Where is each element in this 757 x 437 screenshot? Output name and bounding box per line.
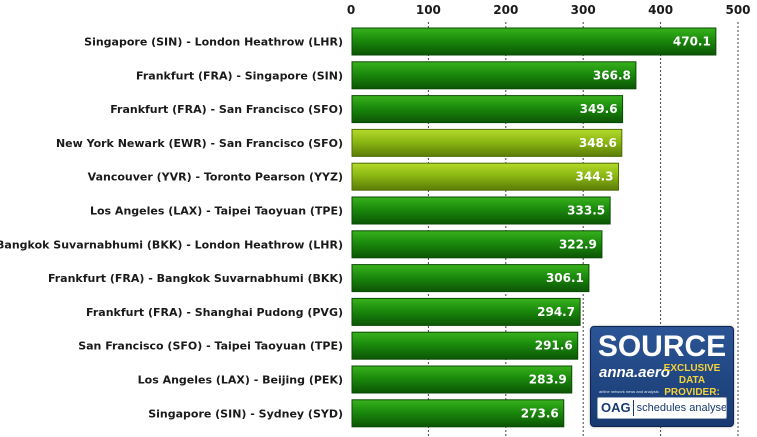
value-label: 283.9 bbox=[529, 373, 567, 387]
category-label: Frankfurt (FRA) - Singapore (SIN) bbox=[136, 69, 343, 82]
bars bbox=[351, 27, 717, 428]
category-label: Singapore (SIN) - Sydney (SYD) bbox=[148, 407, 343, 420]
exclusive-line-2: DATA PROVIDER: bbox=[664, 375, 720, 398]
value-label: 333.5 bbox=[567, 204, 605, 218]
bar bbox=[351, 196, 611, 225]
source-box: SOURCE anna.aero airline network news an… bbox=[590, 326, 734, 427]
bar bbox=[351, 365, 573, 394]
x-tick-label: 400 bbox=[648, 3, 673, 17]
category-label: Bangkok Suvarnabhumi (BKK) - London Heat… bbox=[0, 238, 343, 251]
exclusive-line-1: EXCLUSIVE bbox=[663, 363, 721, 374]
value-label: 306.1 bbox=[546, 271, 584, 285]
value-label: 470.1 bbox=[673, 35, 711, 49]
bar bbox=[351, 230, 603, 259]
category-label: Vancouver (YVR) - Toronto Pearson (YYZ) bbox=[88, 171, 343, 184]
bar bbox=[351, 399, 565, 428]
source-title: SOURCE bbox=[597, 330, 727, 363]
x-tick-label: 0 bbox=[347, 3, 355, 17]
x-tick-label: 100 bbox=[416, 3, 441, 17]
category-label: Frankfurt (FRA) - Shanghai Pudong (PVG) bbox=[86, 306, 343, 319]
value-label: 291.6 bbox=[535, 339, 573, 353]
bar bbox=[351, 162, 619, 191]
x-axis-ticks: 0 100 200 300 400 500 bbox=[347, 3, 751, 17]
value-label: 366.8 bbox=[593, 68, 631, 82]
value-labels: 470.1 366.8 349.6 348.6 344.3 333.5 322.9 306.1… bbox=[521, 35, 711, 421]
category-label: Frankfurt (FRA) - Bangkok Suvarnabhumi (… bbox=[48, 272, 343, 285]
bar bbox=[351, 331, 579, 360]
exclusive-provider-label: EXCLUSIVE DATA PROVIDER: bbox=[655, 363, 729, 399]
bar bbox=[351, 264, 590, 293]
x-tick-label: 300 bbox=[571, 3, 596, 17]
category-labels: Singapore (SIN) - London Heathrow (LHR) F… bbox=[0, 36, 343, 421]
value-label: 273.6 bbox=[521, 406, 559, 420]
category-label: San Francisco (SFO) - Taipei Taoyuan (TP… bbox=[78, 340, 343, 353]
oag-mark: OAG bbox=[598, 400, 634, 416]
bar bbox=[351, 27, 717, 56]
anna-aero-logo: anna.aero airline network news and analy… bbox=[599, 364, 670, 394]
oag-schedules-analyser-text: schedules analyser bbox=[636, 402, 727, 414]
category-label: Los Angeles (LAX) - Beijing (PEK) bbox=[138, 374, 343, 387]
value-label: 294.7 bbox=[537, 305, 575, 319]
bar bbox=[351, 297, 581, 326]
bar bbox=[351, 128, 623, 157]
bar bbox=[351, 95, 624, 124]
category-label: New York Newark (EWR) - San Francisco (S… bbox=[56, 137, 343, 150]
category-label: Los Angeles (LAX) - Taipei Taoyuan (TPE) bbox=[90, 205, 343, 218]
oag-logo: OAG schedules analyser bbox=[597, 397, 727, 419]
category-label: Frankfurt (FRA) - San Francisco (SFO) bbox=[110, 103, 343, 116]
bar bbox=[351, 61, 637, 90]
value-label: 349.6 bbox=[580, 102, 618, 116]
value-label: 348.6 bbox=[579, 136, 617, 150]
x-tick-label: 200 bbox=[493, 3, 518, 17]
category-label: Singapore (SIN) - London Heathrow (LHR) bbox=[84, 36, 343, 49]
value-label: 344.3 bbox=[576, 170, 614, 184]
anna-aero-tagline: airline network news and analysis bbox=[599, 389, 659, 394]
value-label: 322.9 bbox=[559, 237, 597, 251]
x-tick-label: 500 bbox=[725, 3, 750, 17]
anna-aero-logo-text: anna.aero bbox=[599, 364, 670, 381]
